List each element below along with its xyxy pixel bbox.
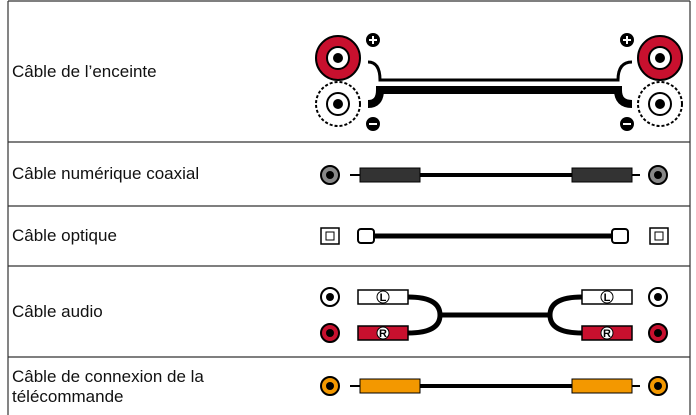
remote-cable (320, 376, 668, 396)
row-label: Câble de l’enceinte (12, 61, 157, 81)
channel-label: L (380, 292, 387, 304)
row-label: Câble de connexion de la télécommande (12, 367, 204, 406)
row-label: Câble audio (12, 301, 103, 321)
coaxial-cable (320, 165, 668, 185)
speaker-cable (315, 33, 683, 131)
optical-cable (320, 227, 669, 245)
channel-label: L (604, 292, 611, 304)
channel-label: R (379, 328, 387, 340)
row-label: Câble numérique coaxial (12, 164, 200, 183)
channel-label: R (603, 328, 611, 340)
row-label: Câble optique (12, 226, 117, 245)
audio-cable: L R L R (320, 287, 668, 343)
table-borders (7, 0, 691, 415)
